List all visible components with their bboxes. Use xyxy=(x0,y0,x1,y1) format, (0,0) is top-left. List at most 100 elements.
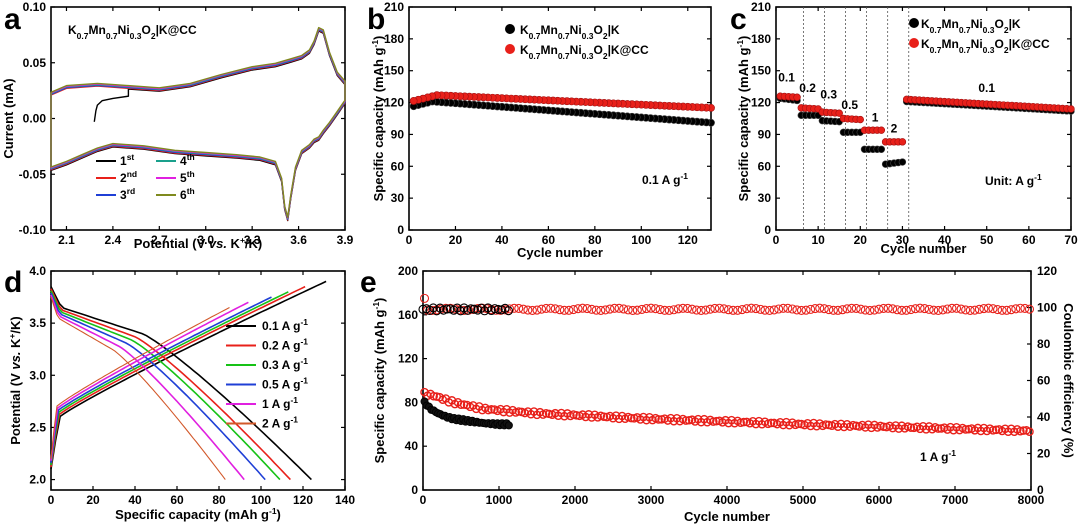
efficiency-point xyxy=(801,305,811,315)
y-tick-label: 40 xyxy=(405,439,419,453)
text-span: 2 xyxy=(603,31,608,41)
text-span: K xyxy=(921,37,930,51)
efficiency-point xyxy=(920,303,930,314)
efficiency-point xyxy=(418,304,428,314)
legend-label: 0.2 A g-1 xyxy=(262,337,308,353)
data-point xyxy=(898,138,907,146)
efficiency-point xyxy=(660,305,670,315)
text-span: Specific capacity (mAh g xyxy=(115,507,269,522)
efficiency-point xyxy=(591,305,601,315)
plot-frame xyxy=(408,6,712,231)
discharge-curve xyxy=(50,292,266,481)
x-tick-label: 10 xyxy=(811,233,825,247)
legend-label: 0.1 A g-1 xyxy=(262,317,308,333)
capacity-point xyxy=(906,423,916,432)
text-span: 0.3 xyxy=(582,31,594,41)
x-tick-label: 0 xyxy=(420,493,427,507)
efficiency-point xyxy=(755,304,765,314)
y-tick-label: 0.05 xyxy=(23,56,47,70)
efficiency-point xyxy=(874,304,884,314)
text-span: 3 xyxy=(120,188,127,202)
x-tick-label: 120 xyxy=(678,233,698,247)
efficiency-point xyxy=(760,305,770,315)
x-tick-label: 30 xyxy=(896,233,910,247)
efficiency-point xyxy=(929,305,939,315)
efficiency-point xyxy=(1015,303,1025,313)
text-span: /K) xyxy=(8,316,23,333)
text-span: 0.7 xyxy=(77,31,89,41)
efficiency-point xyxy=(961,305,971,315)
y-right-tick-label: 0 xyxy=(1037,483,1044,497)
text-span: 0.1 A g xyxy=(262,319,300,333)
capacity-point xyxy=(933,424,943,433)
x-tick-label: 80 xyxy=(588,233,602,247)
efficiency-point xyxy=(947,303,957,313)
y-tick-label: 60 xyxy=(391,159,405,173)
x-tick-label: 20 xyxy=(449,233,463,247)
text-span: ) xyxy=(372,298,387,302)
efficiency-point xyxy=(728,305,738,315)
y-tick-label: 0 xyxy=(764,223,771,237)
efficiency-point xyxy=(527,305,537,315)
efficiency-point xyxy=(587,304,597,314)
discharge-curve xyxy=(50,296,226,480)
legend-label: 2 A g-1 xyxy=(262,415,298,431)
legend-label: 6th xyxy=(180,186,195,202)
capacity-point xyxy=(541,409,551,418)
x-tick-label: 40 xyxy=(495,233,509,247)
efficiency-point xyxy=(550,304,560,314)
text-span: 0.7 xyxy=(959,45,971,55)
text-span: + xyxy=(7,334,17,339)
x-tick-label: 7000 xyxy=(942,493,969,507)
legend-label: 0.3 A g-1 xyxy=(262,356,308,372)
text-span: Ni xyxy=(570,43,582,57)
text-span: -1 xyxy=(735,40,745,48)
text-span: ) xyxy=(277,507,281,522)
capacity-point xyxy=(626,413,636,423)
text-span: 2 xyxy=(1004,25,1009,35)
text-span: K xyxy=(227,236,241,251)
text-span: 0.5 A g xyxy=(262,378,300,392)
text-span: Specific capacity (mAh g xyxy=(736,47,751,201)
text-span: @CC xyxy=(1021,37,1050,51)
legend-label: 0.5 A g-1 xyxy=(262,376,308,392)
y-tick-label: 150 xyxy=(384,64,404,78)
efficiency-point xyxy=(796,305,807,315)
efficiency-point xyxy=(573,304,583,314)
efficiency-point xyxy=(869,305,879,315)
x-tick-label: 2.1 xyxy=(58,233,75,247)
text-span: -1 xyxy=(300,356,308,366)
rate-label: 0.3 xyxy=(820,87,837,101)
efficiency-point xyxy=(892,305,902,315)
text-span: |K xyxy=(608,23,620,37)
efficiency-point xyxy=(466,304,476,314)
text-span: K xyxy=(921,17,930,31)
text-span: Mn xyxy=(541,43,558,57)
efficiency-point xyxy=(993,305,1003,315)
legend-label: 2nd xyxy=(120,169,137,185)
text-span: 2 xyxy=(1004,45,1009,55)
efficiency-point xyxy=(983,303,993,313)
efficiency-point xyxy=(664,305,674,315)
y-axis-label: Specific capacity (mAh g-1) xyxy=(735,36,751,202)
efficiency-point xyxy=(600,305,610,315)
cv-cycle-line xyxy=(50,26,346,218)
efficiency-point xyxy=(997,305,1007,315)
rate-label: 1 xyxy=(872,111,879,125)
y-right-tick-label: 120 xyxy=(1037,264,1057,278)
efficiency-point xyxy=(865,305,875,315)
text-span: th xyxy=(187,186,195,196)
charge-curve xyxy=(50,296,272,464)
y-tick-label: 2.0 xyxy=(29,473,46,487)
text-span: 0.7 xyxy=(106,31,118,41)
x-tick-label: 2.7 xyxy=(151,233,168,247)
efficiency-point xyxy=(792,305,802,315)
text-span: Current (mA) xyxy=(1,78,16,158)
text-span: rd xyxy=(127,186,136,196)
capacity-point xyxy=(794,419,803,429)
data-point xyxy=(856,115,864,124)
y-right-tick-label: 60 xyxy=(1037,374,1051,388)
efficiency-point xyxy=(514,303,524,313)
text-span: O xyxy=(994,37,1003,51)
